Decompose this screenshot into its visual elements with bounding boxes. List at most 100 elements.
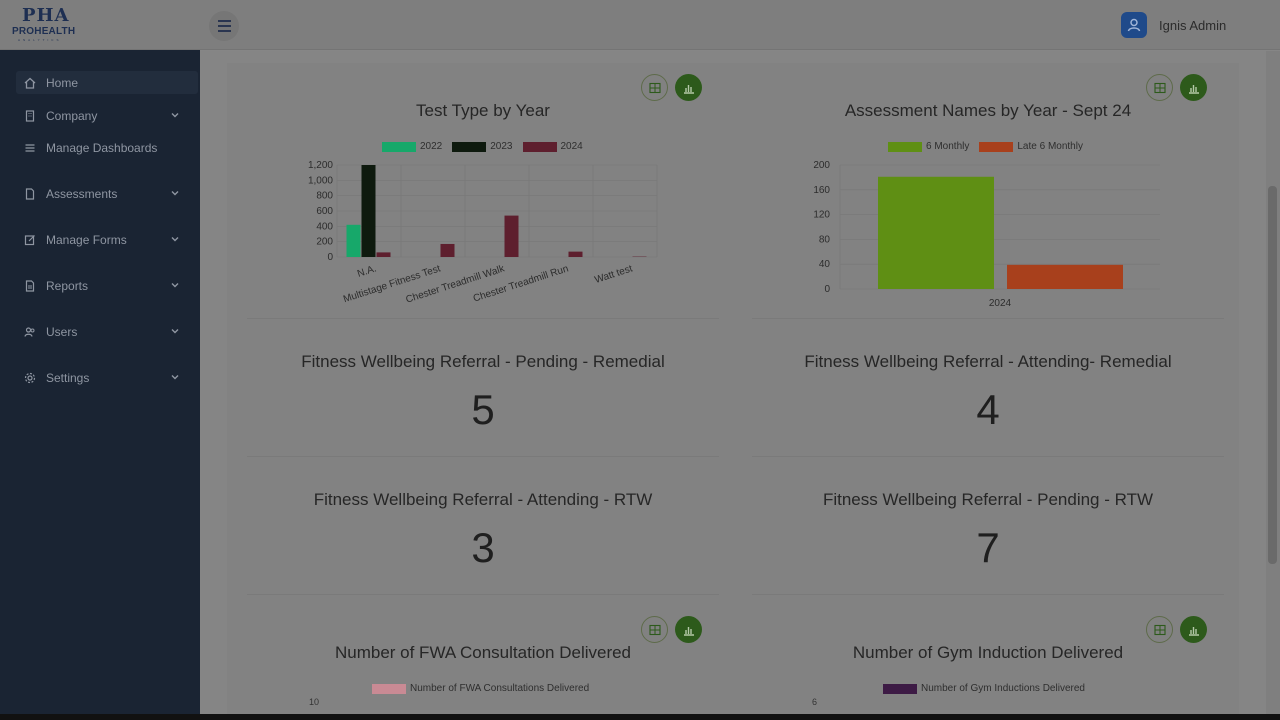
bar-2024 [568, 251, 583, 257]
legend-label: 2022 [420, 141, 443, 152]
top-header: PHA PROHEALTH ANALYTICS Ignis Admin [0, 0, 1280, 50]
sidebar-item-settings[interactable]: Settings [16, 366, 198, 389]
table-view-icon[interactable] [1146, 74, 1173, 101]
bar-Late 6 Monthly [1007, 264, 1123, 289]
chart-legend: Number of Gym Inductions Delivered [883, 683, 1085, 694]
chart-view-icon[interactable] [1180, 74, 1207, 101]
kpi-value: 4 [976, 386, 1000, 433]
sidebar-item-users[interactable]: Users [16, 320, 198, 343]
panel-title: Fitness Wellbeing Referral - Attending- … [804, 352, 1172, 371]
legend-label: Number of Gym Inductions Delivered [921, 683, 1085, 694]
panel-title: Number of Gym Induction Delivered [852, 643, 1124, 662]
sidebar-item-label: Company [46, 108, 98, 123]
bar-2024 [504, 215, 519, 257]
user-icon[interactable] [1121, 12, 1147, 38]
y-tick-label: 0 [824, 284, 830, 295]
legend-label: 6 Monthly [926, 141, 970, 152]
users-icon [23, 326, 37, 338]
bottom-edge [0, 714, 1280, 720]
y-tick-label: 1,200 [308, 160, 333, 171]
chevron-down-icon [170, 325, 180, 339]
y-axis-tick: 10 [309, 697, 320, 707]
chart-view-icon[interactable] [675, 74, 702, 101]
chevron-down-icon [170, 371, 180, 385]
table-view-icon[interactable] [641, 616, 668, 643]
user-name[interactable]: Ignis Admin [1159, 18, 1227, 33]
y-tick-label: 40 [819, 259, 831, 270]
sidebar-item-label: Home [46, 75, 79, 90]
legend-swatch-gym [883, 683, 917, 694]
sidebar-item-company[interactable]: Company [16, 104, 198, 127]
y-tick-label: 120 [813, 210, 830, 221]
sidebar-item-manage-forms[interactable]: Manage Forms [16, 228, 198, 251]
chart-view-icon[interactable] [1180, 616, 1207, 643]
panel-title: Fitness Wellbeing Referral - Pending - R… [301, 352, 665, 371]
x-tick-label: N.A. [356, 263, 378, 279]
building-icon [23, 109, 37, 122]
panel-kpi-pending-rtw: Fitness Wellbeing Referral - Pending - R… [752, 457, 1224, 595]
legend-swatch-2022 [382, 141, 416, 152]
chevron-down-icon [170, 233, 180, 247]
table-view-icon[interactable] [1146, 616, 1173, 643]
list-icon [23, 142, 37, 154]
prohealth-logo[interactable]: PHA PROHEALTH ANALYTICS [10, 5, 90, 45]
x-tick-label: Watt test [593, 263, 634, 286]
legend-swatch-fwa [372, 683, 406, 694]
dashboard-card: Test Type by Year 2022 2023 2024 0 200 400… [227, 63, 1239, 720]
x-tick-label: 2024 [989, 298, 1012, 309]
y-axis-tick: 6 [812, 697, 818, 707]
bar-2023 [361, 165, 376, 257]
panel-fwa-consultations: Number of FWA Consultation Delivered Num… [247, 613, 719, 720]
y-tick-label: 400 [316, 221, 333, 232]
logo-subtext: PROHEALTH [12, 26, 76, 37]
bar-6 Monthly [878, 176, 994, 289]
panel-title: Number of FWA Consultation Delivered [334, 643, 632, 662]
y-tick-label: 0 [327, 252, 333, 263]
legend-swatch-2024 [522, 141, 557, 152]
panel-assessment-names-by-year: Assessment Names by Year - Sept 24 6 Mon… [752, 63, 1224, 319]
logo-tagline: ANALYTICS [18, 38, 62, 42]
sidebar-item-label: Users [46, 324, 78, 339]
legend-label: 2023 [490, 141, 513, 152]
sidebar-item-reports[interactable]: Reports [16, 274, 198, 297]
chart-legend: Number of FWA Consultations Delivered [372, 683, 589, 694]
hamburger-menu-icon[interactable] [209, 11, 239, 41]
report-icon [23, 279, 37, 292]
chart-view-icon[interactable] [675, 616, 702, 643]
sidebar-item-home[interactable]: Home [16, 71, 198, 94]
kpi-value: 3 [471, 524, 495, 571]
dashboard-content: Test Type by Year 2022 2023 2024 0 200 400… [200, 51, 1266, 720]
y-tick-label: 200 [316, 237, 333, 248]
document-icon [23, 187, 37, 200]
sidebar: Home Company Manage Dashboards Assessmen… [0, 50, 200, 720]
panel-kpi-pending-remedial: Fitness Wellbeing Referral - Pending - R… [247, 319, 719, 457]
chevron-down-icon [170, 187, 180, 201]
chevron-down-icon [170, 279, 180, 293]
panel-gym-inductions: Number of Gym Induction Delivered Number… [752, 613, 1224, 720]
legend-swatch-2023 [452, 141, 487, 152]
sidebar-item-label: Settings [46, 370, 90, 385]
panel-title: Fitness Wellbeing Referral - Pending - R… [822, 490, 1154, 509]
panel-title: Fitness Wellbeing Referral - Attending -… [313, 490, 653, 509]
y-tick-label: 160 [813, 185, 830, 196]
chart-legend: 2022 2023 2024 [382, 141, 583, 152]
sidebar-item-label: Assessments [46, 186, 118, 201]
y-tick-label: 800 [316, 191, 333, 202]
legend-label: Number of FWA Consultations Delivered [410, 683, 590, 694]
y-tick-label: 200 [813, 160, 830, 171]
chevron-down-icon [170, 109, 180, 123]
edit-form-icon [23, 234, 37, 246]
panel-title: Assessment Names by Year - Sept 24 [844, 101, 1132, 120]
scrollbar-thumb[interactable] [1268, 186, 1277, 564]
legend-label: 2024 [560, 141, 583, 152]
bar-2022 [346, 224, 361, 257]
chart-legend: 6 Monthly Late 6 Monthly [888, 141, 1083, 152]
bar-2024 [376, 252, 391, 257]
sidebar-item-assessments[interactable]: Assessments [16, 182, 198, 205]
y-tick-label: 600 [316, 206, 333, 217]
sidebar-item-manage-dashboards[interactable]: Manage Dashboards [16, 136, 198, 159]
panel-test-type-by-year: Test Type by Year 2022 2023 2024 0 200 400… [247, 63, 719, 319]
table-view-icon[interactable] [641, 74, 668, 101]
bar-2024 [440, 243, 455, 257]
